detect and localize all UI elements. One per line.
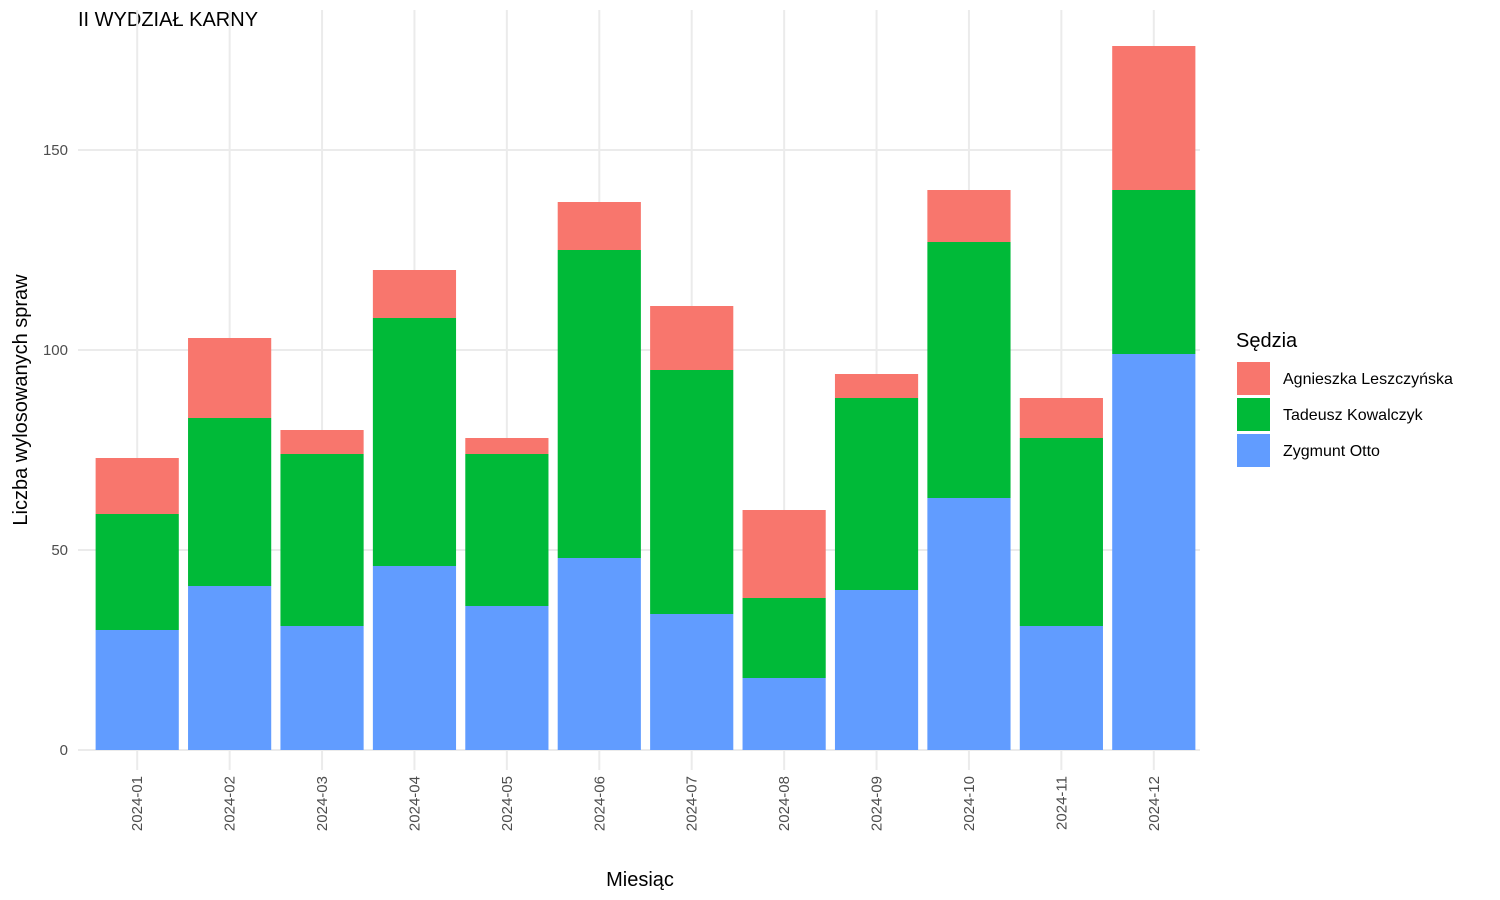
bar-segment <box>834 374 919 398</box>
bar-segment <box>557 558 641 750</box>
x-tick-label: 2024-01 <box>129 776 146 831</box>
legend-key <box>1237 434 1270 467</box>
legend-label: Zygmunt Otto <box>1283 443 1380 460</box>
y-axis-ticks: 0 50 100 150 <box>43 142 68 759</box>
bar-segment <box>188 586 272 750</box>
x-tick-label: 2024-04 <box>406 776 423 831</box>
bar-segment <box>465 438 549 454</box>
bar-segment <box>1019 626 1103 750</box>
bar-segment <box>280 626 364 750</box>
legend-label: Agnieszka Leszczyńska <box>1283 371 1453 388</box>
y-tick-label: 100 <box>43 342 68 359</box>
bar-segment <box>742 510 826 598</box>
bar-segment <box>465 454 549 606</box>
bar-segment <box>742 598 826 678</box>
bar-segment <box>95 514 179 630</box>
bar-segment <box>465 606 549 750</box>
bar-segment <box>834 398 919 590</box>
bar-segment <box>742 678 826 750</box>
bar-segment <box>372 270 457 318</box>
x-tick-label: 2024-07 <box>684 776 701 831</box>
x-tick-label: 2024-03 <box>314 776 331 831</box>
bar-segment <box>650 306 734 370</box>
bars <box>95 46 1196 750</box>
y-tick-label: 0 <box>60 742 68 759</box>
x-tick-label: 2024-10 <box>961 776 978 831</box>
bar-segment <box>188 338 272 418</box>
bar-segment <box>280 430 364 454</box>
x-tick-label: 2024-08 <box>776 776 793 831</box>
bar-segment <box>280 454 364 626</box>
x-axis-title: Miesiąc <box>606 869 674 891</box>
chart-title: II WYDZIAŁ KARNY <box>78 9 258 31</box>
x-tick-label: 2024-09 <box>869 776 886 831</box>
bar-segment <box>1019 438 1103 626</box>
y-tick-label: 150 <box>43 142 68 159</box>
bar-segment <box>372 318 457 566</box>
bar-segment <box>834 590 919 750</box>
bar-segment <box>927 498 1011 750</box>
bar-segment <box>927 242 1011 498</box>
bar-segment <box>927 190 1011 242</box>
bar-segment <box>650 614 734 750</box>
legend-key <box>1237 362 1270 395</box>
bar-segment <box>1112 190 1196 354</box>
bar-segment <box>1112 354 1196 750</box>
bar-segment <box>95 630 179 750</box>
x-tick-label: 2024-11 <box>1053 776 1070 830</box>
bar-segment <box>1019 398 1103 438</box>
x-tick-label: 2024-05 <box>499 776 516 831</box>
x-axis-ticks: 2024-01 2024-02 2024-03 2024-04 2024-05 2024-… <box>129 776 1163 831</box>
bar-segment <box>372 566 457 750</box>
x-tick-label: 2024-12 <box>1146 776 1163 831</box>
bar-segment <box>1112 46 1196 190</box>
y-axis-title: Liczba wylosowanych spraw <box>10 274 32 526</box>
bar-segment <box>95 458 179 514</box>
legend-key <box>1237 398 1270 431</box>
bar-segment <box>188 418 272 586</box>
bar-segment <box>557 250 641 558</box>
bar-segment <box>557 202 641 250</box>
legend: Sędzia Agnieszka Leszczyńska Tadeusz Kowa… <box>1236 330 1453 467</box>
legend-label: Tadeusz Kowalczyk <box>1283 407 1424 424</box>
legend-title: Sędzia <box>1236 330 1298 352</box>
x-tick-label: 2024-06 <box>591 776 608 831</box>
y-tick-label: 50 <box>51 542 68 559</box>
bar-segment <box>650 370 734 614</box>
x-tick-label: 2024-02 <box>222 776 239 831</box>
